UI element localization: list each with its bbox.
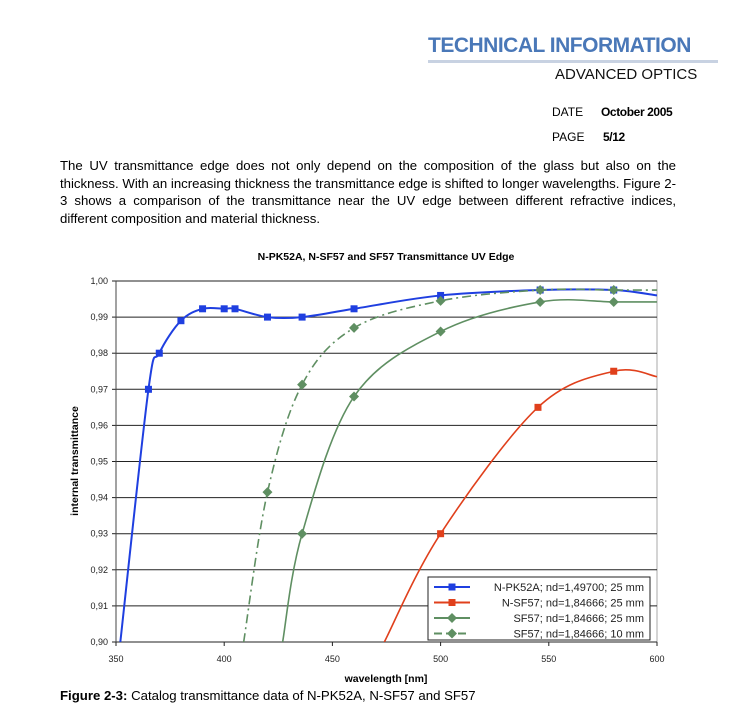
data-point — [297, 528, 308, 539]
data-point — [199, 305, 207, 313]
data-point — [535, 296, 546, 307]
series-line-3 — [242, 288, 657, 642]
data-point — [437, 530, 445, 538]
data-point — [297, 379, 308, 390]
y-tick-label: 0,90 — [90, 637, 108, 647]
data-point — [177, 317, 185, 325]
legend-label: SF57; nd=1,84666; 25 mm — [513, 613, 644, 625]
figure-caption: Figure 2-3: Catalog transmittance data o… — [60, 688, 476, 703]
legend-marker — [447, 628, 457, 639]
data-point — [610, 367, 618, 375]
legend-label: N-SF57; nd=1,84666; 25 mm — [502, 598, 644, 610]
y-tick-label: 0,94 — [90, 493, 108, 503]
data-point — [263, 313, 271, 321]
data-point — [535, 285, 546, 296]
y-tick-label: 0,97 — [90, 384, 108, 394]
header-divider — [428, 60, 718, 63]
chart-legend: N-PK52A; nd=1,49700; 25 mm N-SF57; nd=1,8… — [427, 576, 651, 641]
y-tick-label: 0,96 — [90, 420, 108, 430]
x-axis-label: wavelength [nm] — [344, 673, 428, 685]
data-point — [534, 403, 542, 411]
x-tick-label: 350 — [108, 654, 123, 664]
x-tick-label: 500 — [433, 654, 448, 664]
y-tick-label: 0,93 — [90, 529, 108, 539]
data-point — [262, 487, 273, 498]
data-point — [298, 313, 306, 321]
data-point — [435, 295, 446, 306]
x-tick-label: 550 — [541, 654, 556, 664]
document-header-subtitle: ADVANCED OPTICS — [555, 66, 698, 83]
y-tick-label: 0,92 — [90, 565, 108, 575]
data-point — [349, 322, 360, 333]
x-tick-label: 400 — [217, 654, 232, 664]
y-tick-label: 0,98 — [90, 348, 108, 358]
figure-caption-text: Catalog transmittance data of N-PK52A, N… — [127, 688, 476, 703]
transmittance-chart: N-PK52A, N-SF57 and SF57 Transmittance U… — [69, 251, 665, 685]
data-point — [349, 391, 360, 402]
x-tick-label: 600 — [649, 654, 664, 664]
y-tick-label: 0,91 — [90, 601, 108, 611]
page-label: PAGE — [552, 130, 585, 144]
x-tick-label: 450 — [325, 654, 340, 664]
legend-marker — [448, 583, 456, 591]
data-point — [435, 326, 446, 337]
date-value: October 2005 — [601, 105, 673, 119]
y-tick-label: 0,99 — [90, 312, 108, 322]
y-tick-label: 1,00 — [90, 276, 108, 286]
body-paragraph: The UV transmittance edge does not only … — [60, 158, 676, 226]
data-point — [231, 305, 239, 313]
figure-caption-label: Figure 2-3: — [60, 688, 128, 703]
data-point — [437, 291, 445, 299]
data-point — [608, 285, 619, 296]
data-point — [608, 296, 619, 307]
y-tick-label: 0,95 — [90, 457, 108, 467]
page-number: 5/12 — [603, 130, 625, 144]
legend-label: N-PK52A; nd=1,49700; 25 mm — [494, 582, 644, 594]
document-header-title: TECHNICAL INFORMATION — [428, 34, 691, 57]
data-point — [155, 349, 163, 357]
legend-label: SF57; nd=1,84666; 10 mm — [513, 629, 644, 641]
data-point — [350, 305, 358, 313]
series-line-1 — [383, 369, 657, 642]
data-point — [220, 305, 228, 313]
date-label: DATE — [552, 105, 584, 119]
data-point — [144, 385, 152, 393]
chart-title: N-PK52A, N-SF57 and SF57 Transmittance U… — [258, 251, 515, 263]
legend-marker — [447, 613, 457, 623]
y-axis-label: internal transmittance — [69, 406, 81, 516]
legend-marker — [448, 599, 456, 606]
